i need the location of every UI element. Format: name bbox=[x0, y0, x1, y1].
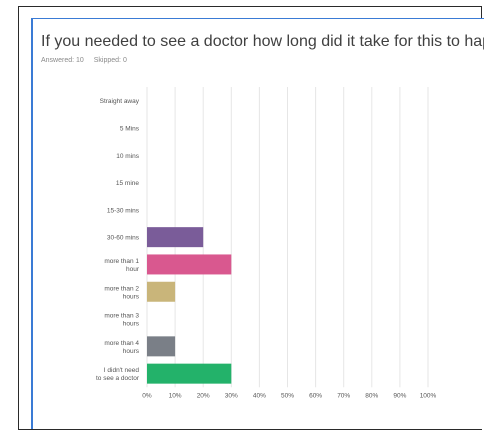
category-label: 10 mins bbox=[116, 153, 140, 160]
x-tick-label: 70% bbox=[337, 392, 350, 399]
category-label: 30-60 mins bbox=[107, 235, 140, 242]
category-label: more than 2 hours bbox=[104, 285, 139, 300]
bar bbox=[147, 363, 232, 384]
bar bbox=[147, 227, 204, 248]
x-tick-label: 30% bbox=[225, 392, 238, 399]
answered-count: Answered: 10 bbox=[41, 57, 84, 64]
x-tick-label: 90% bbox=[393, 392, 406, 399]
category-label: more than 3 hours bbox=[104, 313, 139, 328]
x-tick-label: 100% bbox=[420, 392, 437, 399]
question-panel: If you needed to see a doctor how long d… bbox=[31, 18, 484, 429]
x-tick-label: 0% bbox=[142, 392, 152, 399]
category-label: I didn't need to see a doctor bbox=[96, 367, 140, 382]
response-stats: Answered: 10 Skipped: 0 bbox=[41, 57, 135, 64]
category-label: more than 1 hour bbox=[104, 258, 140, 273]
bar bbox=[147, 281, 176, 302]
bar bbox=[147, 336, 176, 357]
category-label: 5 Mins bbox=[120, 125, 140, 132]
x-tick-label: 20% bbox=[197, 392, 210, 399]
skipped-count: Skipped: 0 bbox=[93, 57, 127, 64]
x-tick-label: 80% bbox=[365, 392, 378, 399]
category-label: Straight away bbox=[100, 98, 140, 105]
question-title: If you needed to see a doctor how long d… bbox=[41, 33, 484, 50]
x-tick-label: 50% bbox=[281, 392, 294, 399]
bar bbox=[147, 254, 232, 275]
x-tick-label: 10% bbox=[169, 392, 182, 399]
category-label: 15-30 mins bbox=[107, 207, 140, 214]
x-tick-label: 60% bbox=[309, 392, 322, 399]
category-label: more than 4 hours bbox=[104, 340, 139, 355]
category-label: 15 mine bbox=[116, 180, 140, 187]
x-tick-label: 40% bbox=[253, 392, 266, 399]
